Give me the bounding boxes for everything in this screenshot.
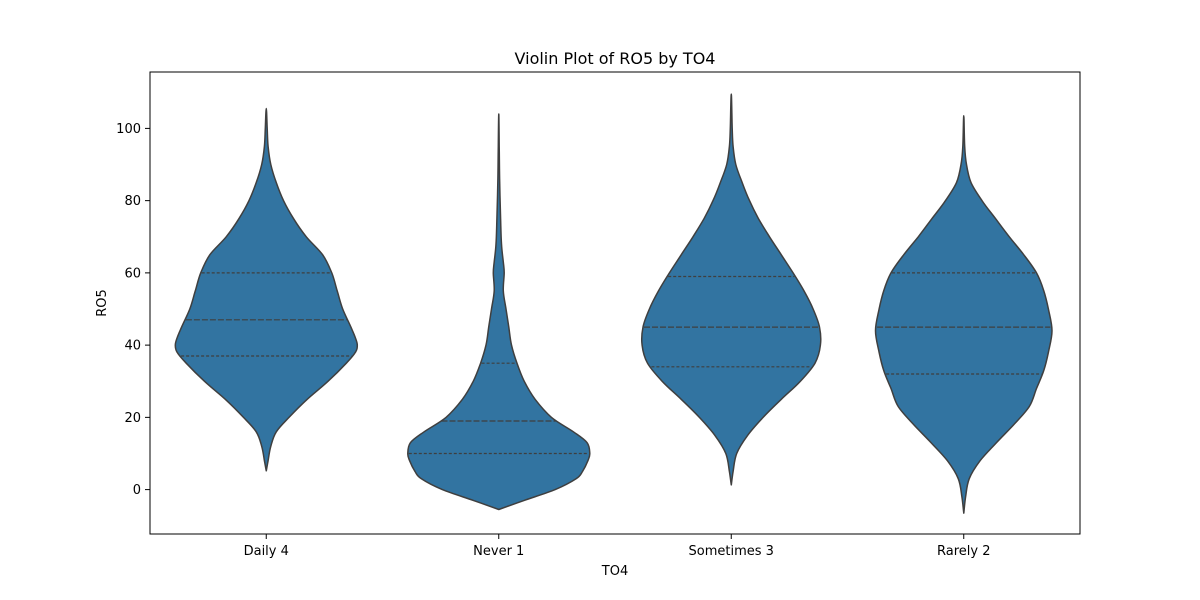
plot-area-frame [149,71,1081,535]
violin-body [874,115,1053,514]
y-tick-label: 20 [124,411,141,426]
x-tick-label: Daily 4 [244,544,289,559]
violin-body [174,107,359,472]
chart-title: Violin Plot of RO5 by TO4 [515,49,716,68]
x-tick-label: Never 1 [473,544,524,559]
y-tick-label: 60 [124,266,141,281]
y-tick-label: 40 [124,339,141,354]
x-tick-label: Sometimes 3 [689,544,774,559]
x-axis: Daily 4 Never 1 Sometimes 3 Rarely 2 [244,534,990,559]
y-axis-label: RO5 [95,289,110,317]
y-tick-label: 80 [124,194,141,209]
violin-never-1 [407,113,591,511]
violin-body [407,113,591,511]
violins-layer [174,93,1053,514]
y-axis: 0 20 40 60 80 100 [116,122,150,498]
x-axis-label: TO4 [601,564,628,579]
violin-sometimes-3 [640,93,822,486]
violin-rarely-2 [874,115,1053,514]
violin-body [640,93,822,486]
y-tick-label: 100 [116,122,141,137]
x-tick-label: Rarely 2 [937,544,990,559]
violin-daily-4 [174,107,359,472]
y-tick-label: 0 [133,483,141,498]
